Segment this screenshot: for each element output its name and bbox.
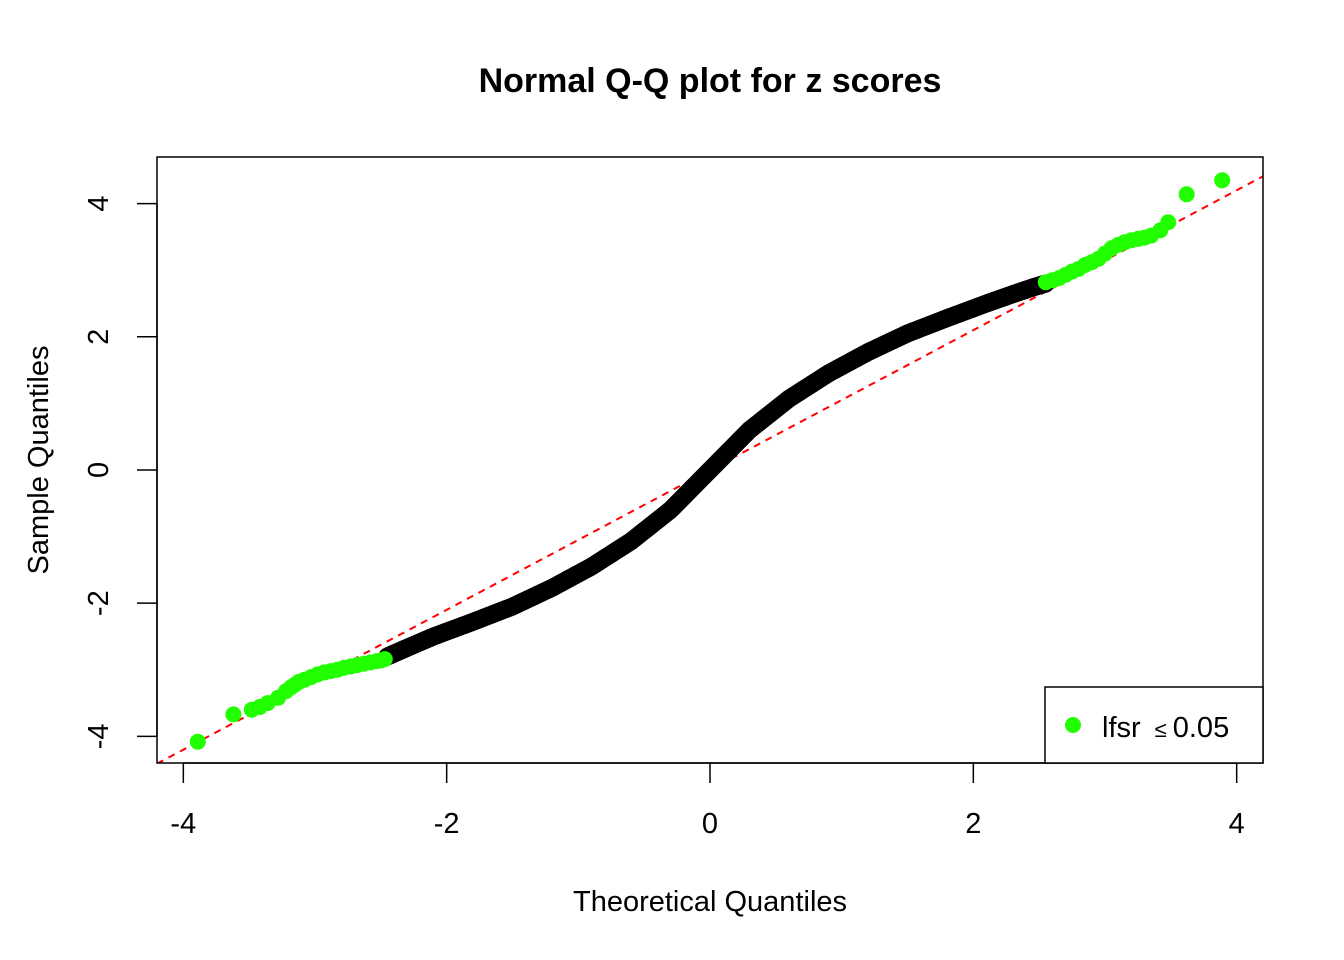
legend: lfsr ≤0.05 xyxy=(1044,686,1264,764)
y-tick-label: 4 xyxy=(83,196,115,212)
x-axis-label: Theoretical Quantiles xyxy=(573,886,847,918)
y-tick-label: 0 xyxy=(83,462,115,478)
x-tick-label: -4 xyxy=(170,808,196,840)
data-point-significant xyxy=(376,651,393,668)
legend-label-value: 0.05 xyxy=(1173,712,1229,744)
legend-label-prefix: lfsr xyxy=(1102,712,1141,744)
x-tick-label: 4 xyxy=(1229,808,1245,840)
x-tick-label: -2 xyxy=(434,808,460,840)
legend-label: lfsr ≤0.05 xyxy=(1102,712,1229,744)
chart-title: Normal Q-Q plot for z scores xyxy=(479,62,942,100)
legend-box xyxy=(1044,686,1264,764)
x-tick-label: 0 xyxy=(702,808,718,840)
y-tick-label: 2 xyxy=(83,329,115,345)
y-tick-label: -4 xyxy=(83,723,115,749)
data-point-significant xyxy=(225,706,242,723)
plot-area xyxy=(157,172,1263,763)
y-axis: -4 -2 0 2 4 xyxy=(83,196,158,749)
y-tick-label: -2 xyxy=(83,590,115,616)
x-tick-label: 2 xyxy=(965,808,981,840)
x-axis: -4 -2 0 2 4 xyxy=(170,762,1245,840)
series-significant xyxy=(189,172,1231,750)
data-point-significant xyxy=(1178,186,1195,203)
legend-label-symbol: ≤ xyxy=(1155,717,1167,742)
data-point-significant xyxy=(1160,214,1177,231)
series-not-significant xyxy=(378,274,1055,666)
data-point-significant xyxy=(189,733,206,750)
data-point-significant xyxy=(1214,172,1231,189)
legend-marker xyxy=(1065,717,1081,733)
plot-marks xyxy=(157,172,1263,763)
y-axis-label: Sample Quantiles xyxy=(23,346,55,575)
